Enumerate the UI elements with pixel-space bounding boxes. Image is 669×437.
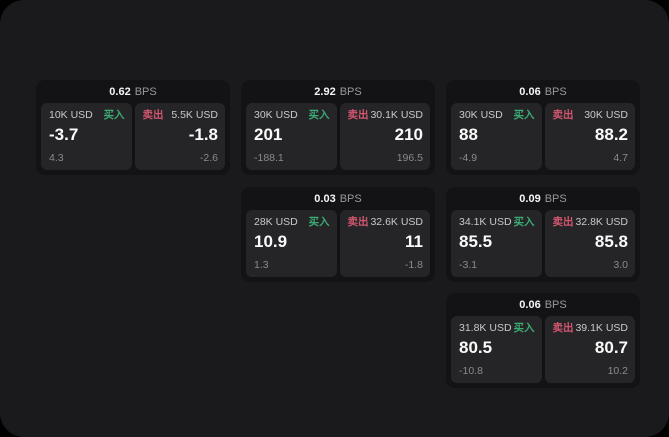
- buy-side-label: 买入: [513, 322, 535, 334]
- sell-amount: 39.1K USD: [575, 322, 628, 334]
- sell-side-label: 卖出: [552, 216, 574, 228]
- sell-price: -1.8: [188, 125, 218, 144]
- sell-price: 88.2: [594, 125, 628, 144]
- sell-delta: -1.8: [404, 259, 423, 271]
- buy-price: 10.9: [254, 232, 288, 251]
- buy-delta: -10.8: [459, 365, 483, 377]
- buy-price: -3.7: [49, 125, 79, 144]
- card-header: 0.09 BPS: [451, 187, 635, 210]
- quote-card[interactable]: 0.06 BPS 31.8K USD 买入 80.5 -10.8 卖出 39.1…: [446, 293, 640, 388]
- sell-price: 85.8: [594, 232, 628, 251]
- spread-value: 2.92: [314, 85, 336, 98]
- buy-side-label: 买入: [103, 109, 125, 121]
- sell-side-label: 卖出: [142, 109, 164, 121]
- quote-card[interactable]: 2.92 BPS 30K USD 买入 201 -188.1 卖出 30.1K …: [241, 80, 435, 175]
- sell-amount: 32.6K USD: [370, 216, 423, 228]
- card-header: 0.62 BPS: [41, 80, 225, 103]
- sell-delta: 196.5: [396, 152, 423, 164]
- sell-price: 210: [394, 125, 423, 144]
- sell-side-label: 卖出: [552, 322, 574, 334]
- sell-price: 80.7: [594, 338, 628, 357]
- sell-quote-tile[interactable]: 卖出 39.1K USD 80.7 10.2: [544, 316, 635, 383]
- buy-quote-tile[interactable]: 34.1K USD 买入 85.5 -3.1: [451, 210, 542, 277]
- spread-value: 0.06: [519, 298, 541, 311]
- card-header: 0.06 BPS: [451, 80, 635, 103]
- buy-delta: -3.1: [459, 259, 478, 271]
- sell-amount: 30.1K USD: [370, 109, 423, 121]
- quote-card[interactable]: 0.03 BPS 28K USD 买入 10.9 1.3 卖出 32.6K US…: [241, 187, 435, 282]
- quote-card[interactable]: 0.09 BPS 34.1K USD 买入 85.5 -3.1 卖出 32.8K…: [446, 187, 640, 282]
- sell-side-label: 卖出: [347, 216, 369, 228]
- sell-amount: 30K USD: [584, 109, 628, 121]
- buy-amount: 34.1K USD: [459, 216, 512, 228]
- spread-value: 0.06: [519, 85, 541, 98]
- sell-quote-tile[interactable]: 卖出 32.6K USD 11 -1.8: [339, 210, 430, 277]
- sell-delta: 4.7: [613, 152, 628, 164]
- spread-value: 0.09: [519, 192, 541, 205]
- buy-delta: -4.9: [459, 152, 478, 164]
- buy-delta: -188.1: [254, 152, 284, 164]
- sell-delta: 3.0: [613, 259, 628, 271]
- buy-amount: 28K USD: [254, 216, 298, 228]
- card-header: 0.06 BPS: [451, 293, 635, 316]
- buy-amount: 30K USD: [254, 109, 298, 121]
- card-header: 2.92 BPS: [246, 80, 430, 103]
- buy-side-label: 买入: [308, 216, 330, 228]
- sell-quote-tile[interactable]: 卖出 30K USD 88.2 4.7: [544, 103, 635, 170]
- buy-quote-tile[interactable]: 30K USD 买入 88 -4.9: [451, 103, 542, 170]
- spread-value: 0.03: [314, 192, 336, 205]
- buy-side-label: 买入: [513, 216, 535, 228]
- buy-delta: 1.3: [254, 259, 269, 271]
- card-header: 0.03 BPS: [246, 187, 430, 210]
- buy-side-label: 买入: [513, 109, 535, 121]
- sell-quote-tile[interactable]: 卖出 30.1K USD 210 196.5: [339, 103, 430, 170]
- buy-quote-tile[interactable]: 31.8K USD 买入 80.5 -10.8: [451, 316, 542, 383]
- sell-delta: -2.6: [199, 152, 218, 164]
- spread-unit-label: BPS: [134, 85, 157, 98]
- buy-quote-tile[interactable]: 28K USD 买入 10.9 1.3: [246, 210, 337, 277]
- buy-side-label: 买入: [308, 109, 330, 121]
- spread-unit-label: BPS: [544, 192, 567, 205]
- spread-unit-label: BPS: [544, 85, 567, 98]
- spread-unit-label: BPS: [544, 298, 567, 311]
- buy-price: 80.5: [459, 338, 493, 357]
- sell-side-label: 卖出: [552, 109, 574, 121]
- quote-card[interactable]: 0.62 BPS 10K USD 买入 -3.7 4.3 卖出 5.5K USD…: [36, 80, 230, 175]
- buy-quote-tile[interactable]: 10K USD 买入 -3.7 4.3: [41, 103, 132, 170]
- sell-side-label: 卖出: [347, 109, 369, 121]
- buy-quote-tile[interactable]: 30K USD 买入 201 -188.1: [246, 103, 337, 170]
- buy-amount: 10K USD: [49, 109, 93, 121]
- buy-delta: 4.3: [49, 152, 64, 164]
- sell-price: 11: [405, 232, 423, 251]
- buy-price: 201: [254, 125, 283, 144]
- sell-amount: 32.8K USD: [575, 216, 628, 228]
- sell-quote-tile[interactable]: 卖出 5.5K USD -1.8 -2.6: [134, 103, 225, 170]
- sell-delta: 10.2: [607, 365, 628, 377]
- spread-value: 0.62: [109, 85, 131, 98]
- quote-card[interactable]: 0.06 BPS 30K USD 买入 88 -4.9 卖出 30K USD 8…: [446, 80, 640, 175]
- spread-unit-label: BPS: [339, 85, 362, 98]
- buy-amount: 31.8K USD: [459, 322, 512, 334]
- sell-amount: 5.5K USD: [171, 109, 218, 121]
- buy-price: 85.5: [459, 232, 493, 251]
- buy-amount: 30K USD: [459, 109, 503, 121]
- buy-price: 88: [459, 125, 478, 144]
- sell-quote-tile[interactable]: 卖出 32.8K USD 85.8 3.0: [544, 210, 635, 277]
- spread-unit-label: BPS: [339, 192, 362, 205]
